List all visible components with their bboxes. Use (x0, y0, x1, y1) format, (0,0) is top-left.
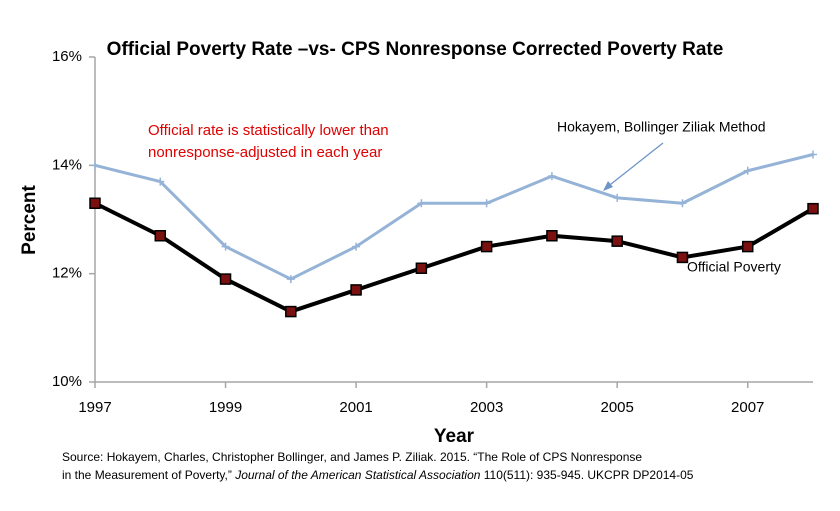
y-tick-label: 14% (52, 156, 82, 173)
source-text: in the Measurement of Poverty,” (62, 468, 235, 482)
source-journal: Journal of the American Statistical Asso… (234, 468, 481, 482)
marker (676, 251, 689, 264)
y-axis-label: Percent (19, 184, 40, 254)
marker (219, 273, 232, 285)
y-tick-label: 12% (52, 265, 82, 282)
marker (156, 177, 165, 186)
marker (221, 242, 230, 251)
x-tick-label: 2001 (339, 399, 372, 416)
marker (89, 197, 101, 209)
marker (613, 193, 622, 202)
x-tick-label: 1997 (78, 399, 111, 416)
marker (809, 150, 817, 159)
x-tick-label: 2005 (600, 399, 633, 416)
x-tick-label: 2007 (731, 399, 764, 416)
marker (611, 235, 623, 247)
marker (417, 199, 426, 208)
series-line (94, 201, 815, 314)
marker (286, 275, 295, 284)
marker (678, 199, 687, 208)
marker (741, 240, 754, 253)
series-label: Official Poverty (687, 259, 781, 275)
marker (807, 202, 819, 215)
marker (91, 161, 99, 170)
source-note: Source: Hokayem, Charles, Christopher Bo… (62, 450, 642, 464)
marker (285, 305, 297, 318)
x-axis-label: Year (434, 426, 475, 447)
marker (352, 242, 361, 251)
series-line (94, 153, 814, 281)
marker (350, 284, 362, 296)
annotation: nonresponse-adjusted in each year (148, 144, 382, 161)
annotation: Official rate is statistically lower tha… (148, 122, 389, 139)
arrow-head (603, 181, 613, 191)
y-tick-label: 10% (52, 373, 82, 390)
annotation-arrow (605, 142, 664, 189)
marker (743, 166, 752, 175)
marker (415, 262, 428, 274)
series-label: Hokayem, Bollinger Ziliak Method (557, 119, 766, 135)
marker (482, 199, 491, 208)
y-tick-label: 16% (52, 48, 82, 65)
marker (154, 230, 167, 242)
chart-title: Official Poverty Rate –vs- CPS Nonrespon… (107, 39, 724, 60)
source-text: 110(511): 935-945. UKCPR DP2014-05 (480, 468, 693, 482)
marker (480, 240, 493, 253)
source-note: in the Measurement of Poverty,” Journal … (62, 468, 694, 482)
marker (546, 230, 558, 242)
x-tick-label: 1999 (209, 399, 242, 416)
x-tick-label: 2003 (470, 399, 503, 416)
marker (547, 172, 556, 181)
